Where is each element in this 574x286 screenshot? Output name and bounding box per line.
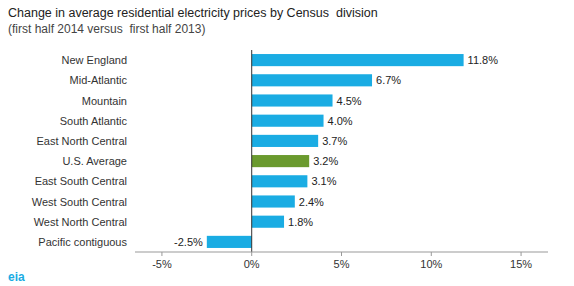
bar [252, 216, 284, 228]
x-tick [431, 252, 432, 256]
category-label: Mid-Atlantic [70, 74, 128, 86]
bar [252, 175, 308, 187]
data-label: 3.2% [313, 155, 338, 167]
bar [252, 155, 309, 167]
data-label: 11.8% [468, 54, 499, 66]
x-tick-label: 10% [420, 258, 442, 270]
category-label: New England [62, 54, 127, 66]
data-label: 1.8% [288, 216, 313, 228]
data-label: 4.5% [337, 95, 362, 107]
bar [252, 94, 333, 106]
bar [252, 115, 324, 127]
bar [207, 236, 252, 248]
x-tick-label: -5% [152, 258, 172, 270]
title: Change in average residential electricit… [8, 6, 378, 20]
x-tick-label: 5% [334, 258, 350, 270]
bar [252, 74, 372, 86]
x-tick [341, 252, 342, 256]
category-label: East North Central [37, 135, 127, 147]
category-label: West South Central [32, 196, 127, 208]
category-label: East South Central [35, 175, 127, 187]
category-label: South Atlantic [60, 115, 128, 127]
data-label: 2.4% [299, 196, 324, 208]
subtitle: (first half 2014 versus first half 2013) [8, 22, 205, 36]
bar [252, 195, 295, 207]
bar [252, 135, 318, 147]
x-tick [521, 252, 522, 256]
x-tick [251, 252, 252, 256]
data-label: -2.5% [174, 236, 203, 248]
x-tick [161, 252, 162, 256]
data-label: 3.7% [322, 135, 347, 147]
x-tick-label: 0% [244, 258, 260, 270]
category-label: Mountain [82, 95, 127, 107]
category-label: Pacific contiguous [38, 236, 127, 248]
bar [252, 54, 464, 66]
data-label: 3.1% [311, 175, 336, 187]
category-label: U.S. Average [62, 155, 127, 167]
data-label: 6.7% [376, 74, 401, 86]
zero-line [251, 50, 252, 252]
category-label: West North Central [34, 216, 127, 228]
chart: Change in average residential electricit… [0, 0, 574, 286]
data-label: 4.0% [328, 115, 353, 127]
annotation: eia [8, 270, 25, 284]
x-tick-label: 15% [510, 258, 532, 270]
